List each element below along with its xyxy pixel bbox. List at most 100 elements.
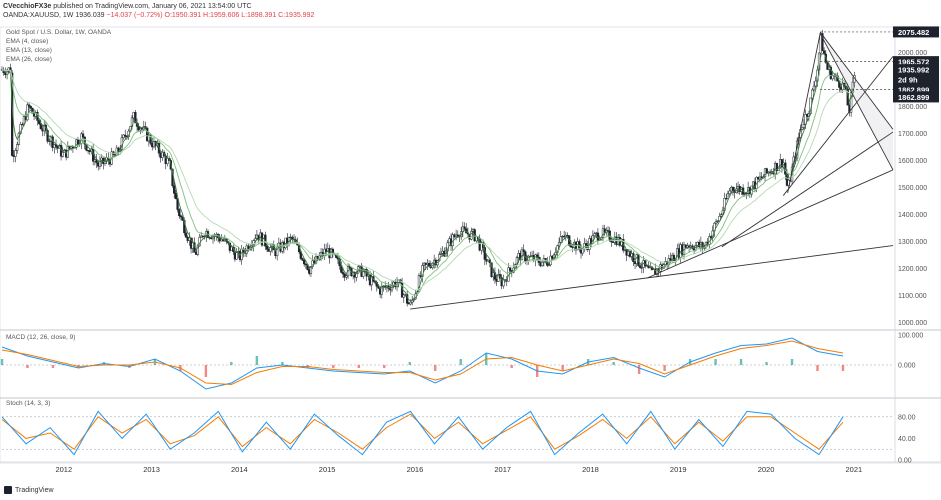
candle-body [48,140,51,142]
candle-body [522,249,525,253]
candle-body [849,92,853,113]
macd-histogram-bar [281,362,284,365]
macd-histogram-bar [51,365,55,368]
candle-body [61,151,64,157]
candle-body [341,272,345,275]
ema13-line [1,69,855,296]
legend-ema4: EMA (4, close) [6,38,49,45]
candle-body [124,134,127,137]
candle-body [304,263,308,266]
trendline-2018 [647,169,894,279]
price-badge-label: 1862.899 [898,85,929,94]
candle-body [598,239,601,241]
support-line-mar2020 [787,33,821,193]
candle-body [547,264,551,266]
price-badge [893,64,939,76]
year-tick-label: 2019 [670,465,687,474]
trendline-2019 [721,131,894,248]
candle-body [380,286,383,295]
price-tick-label: 1100.000 [898,293,927,300]
macd-histogram-bar [714,359,717,365]
candle-body [557,242,561,247]
candle-body [301,258,304,261]
signal-line [1,340,844,386]
price-tick-label: 2000.000 [898,50,927,57]
candle-body [309,266,313,274]
candle-body [19,124,22,134]
candle-body [814,80,817,87]
candle-body [644,260,647,266]
year-tick-label: 2021 [845,465,862,474]
candle-body [269,247,272,252]
candle-body [179,215,183,218]
stoch-label: Stoch (14, 3, 3) [6,400,51,407]
candle-body [16,144,19,151]
candle-body [723,198,726,211]
price-badge-label: 2075.482 [898,28,929,37]
year-tick-label: 2018 [582,465,599,474]
trendline-2020 [782,56,894,196]
macd-histogram-bar [383,365,386,368]
candle-body [178,209,181,217]
macd-histogram-bar [612,362,615,365]
candle-body [402,294,405,298]
candle-body [345,275,348,278]
macd-histogram-bar [357,365,360,368]
price-badge [893,73,939,85]
long-term-trendline [410,245,894,310]
candle-body [254,238,257,241]
candle-body [348,266,351,269]
candle-body [714,221,718,224]
macd-tick-label: 0.000 [898,363,916,370]
candle-body [14,150,17,157]
candle-body [601,228,605,238]
candle-body [463,226,466,230]
price-badge-label: 2d 9h [898,75,918,84]
candle-body [719,214,723,217]
price-tick-label: 1000.000 [898,320,927,327]
year-tick-label: 2020 [758,465,775,474]
ohlc-values: O:1950.391 H:1959.606 L:1898.391 C:1935.… [164,12,315,19]
price-tick-label: 1800.000 [898,104,927,111]
candle-body [134,112,137,124]
candle-body [235,252,238,260]
candle-body [291,236,294,240]
pitchfork-upper [819,31,894,130]
candle-body [439,253,443,255]
tradingview-logo-icon [4,486,12,494]
pitchfork-lower [819,33,894,171]
candle-body [811,89,814,99]
price-tick-label: 1700.000 [898,131,927,138]
candle-body [502,279,505,287]
macd-histogram-bar [332,365,335,368]
price-tick-label: 1200.000 [898,266,927,273]
year-tick-label: 2012 [55,465,72,474]
symbol-line: OANDA:XAUUSD, 1W 1936.039 −14.037 (−0.72… [3,11,314,20]
macd-label: MACD (12, 26, close, 9) [6,334,76,341]
legend-title: Gold Spot / U.S. Dollar, 1W, OANDA [6,29,112,36]
candle-body [46,130,49,142]
candle-body [801,127,804,130]
macd-histogram-bar [510,365,513,368]
ticker: OANDA:XAUUSD, 1W [3,12,74,19]
chart-frame [0,26,941,464]
macd-histogram-bar [0,359,4,365]
candle-body [638,265,642,268]
stoch-d-line [1,413,844,450]
candle-body [176,198,179,210]
candle-body [196,245,199,255]
year-tick-label: 2015 [319,465,336,474]
candle-body [81,133,85,138]
price-tick-label: 1600.000 [898,158,927,165]
price-badge-label: 1862.899 [898,93,929,102]
candle-body [765,168,768,173]
candle-body [409,301,412,305]
candle-body [173,185,176,194]
price-badge [893,26,939,38]
candle-body [821,33,824,52]
price-tick-label: 1400.000 [898,212,927,219]
stoch-tick-label: 0.00 [898,458,912,465]
author-name[interactable]: CVecchioFX3e [3,3,52,10]
